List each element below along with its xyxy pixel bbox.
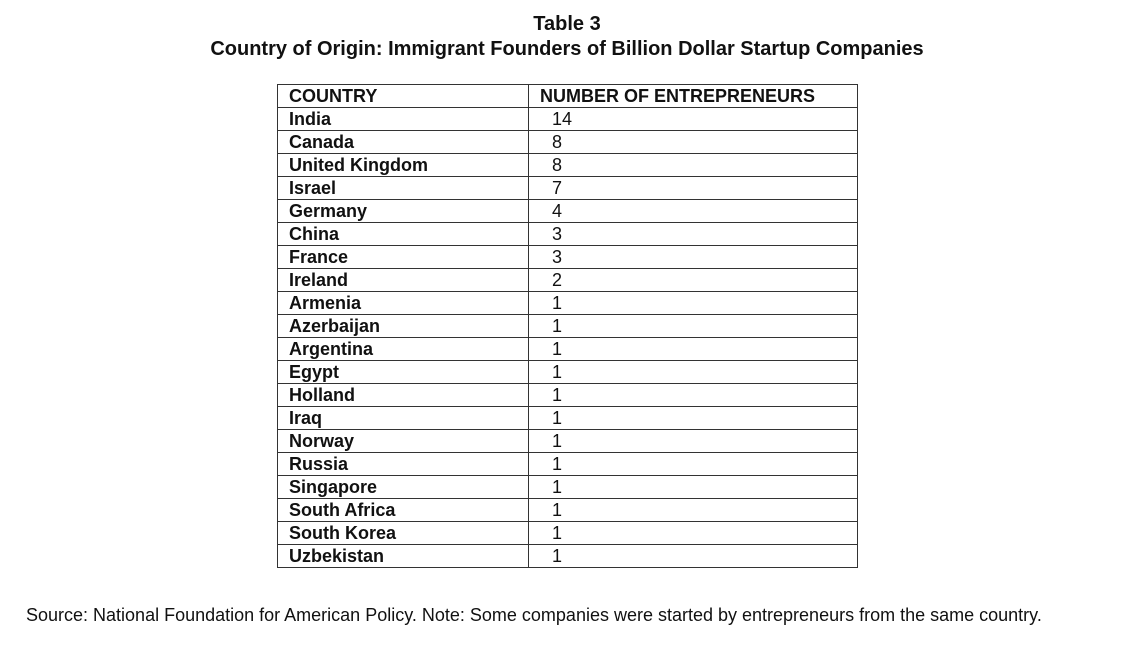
table-title: Country of Origin: Immigrant Founders of… xyxy=(210,38,924,60)
entrepreneur-count-cell: 1 xyxy=(528,498,858,522)
table-row: Germany 4 xyxy=(277,199,858,223)
table-row: Iraq 1 xyxy=(277,406,858,430)
table-row: Russia 1 xyxy=(277,452,858,476)
country-cell: Uzbekistan xyxy=(277,544,529,568)
table-number: Table 3 xyxy=(533,13,601,35)
country-cell: Ireland xyxy=(277,268,529,292)
entrepreneur-count-cell: 1 xyxy=(528,429,858,453)
entrepreneur-count-cell: 1 xyxy=(528,360,858,384)
table-row: Armenia 1 xyxy=(277,291,858,315)
country-cell: Egypt xyxy=(277,360,529,384)
table-row: United Kingdom 8 xyxy=(277,153,858,177)
entrepreneur-count-cell: 8 xyxy=(528,153,858,177)
table-row: South Korea 1 xyxy=(277,521,858,545)
entrepreneur-count-cell: 3 xyxy=(528,245,858,269)
table-row: Azerbaijan 1 xyxy=(277,314,858,338)
entrepreneur-count-cell: 14 xyxy=(528,107,858,131)
country-cell: Israel xyxy=(277,176,529,200)
entrepreneur-count-cell: 1 xyxy=(528,521,858,545)
table-row: China 3 xyxy=(277,222,858,246)
country-origin-table: COUNTRY NUMBER OF ENTREPRENEURS India 14 C… xyxy=(277,84,858,568)
entrepreneur-count-cell: 1 xyxy=(528,291,858,315)
country-cell: United Kingdom xyxy=(277,153,529,177)
table-row: Israel 7 xyxy=(277,176,858,200)
country-cell: Azerbaijan xyxy=(277,314,529,338)
table-header-row: COUNTRY NUMBER OF ENTREPRENEURS xyxy=(277,84,858,108)
table-row: Singapore 1 xyxy=(277,475,858,499)
country-cell: Holland xyxy=(277,383,529,407)
entrepreneur-count-cell: 1 xyxy=(528,544,858,568)
country-cell: Iraq xyxy=(277,406,529,430)
entrepreneur-count-cell: 8 xyxy=(528,130,858,154)
entrepreneur-count-cell: 1 xyxy=(528,383,858,407)
country-cell: India xyxy=(277,107,529,131)
entrepreneur-count-cell: 3 xyxy=(528,222,858,246)
table-container: COUNTRY NUMBER OF ENTREPRENEURS India 14 C… xyxy=(277,84,858,568)
country-cell: South Africa xyxy=(277,498,529,522)
entrepreneur-count-cell: 1 xyxy=(528,314,858,338)
table-row: South Africa 1 xyxy=(277,498,858,522)
table-row: Holland 1 xyxy=(277,383,858,407)
country-cell: Canada xyxy=(277,130,529,154)
table-row: Egypt 1 xyxy=(277,360,858,384)
entrepreneur-count-cell: 1 xyxy=(528,452,858,476)
entrepreneur-count-cell: 1 xyxy=(528,337,858,361)
source-note: Source: National Foundation for American… xyxy=(26,605,1042,625)
entrepreneur-count-cell: 7 xyxy=(528,176,858,200)
table-row: Norway 1 xyxy=(277,429,858,453)
country-cell: Armenia xyxy=(277,291,529,315)
column-header-country: COUNTRY xyxy=(277,84,529,108)
table-row: Canada 8 xyxy=(277,130,858,154)
country-cell: South Korea xyxy=(277,521,529,545)
country-cell: Argentina xyxy=(277,337,529,361)
entrepreneur-count-cell: 4 xyxy=(528,199,858,223)
entrepreneur-count-cell: 2 xyxy=(528,268,858,292)
title-block: Table 3 Country of Origin: Immigrant Fou… xyxy=(0,12,1134,62)
entrepreneur-count-cell: 1 xyxy=(528,475,858,499)
country-cell: Russia xyxy=(277,452,529,476)
entrepreneur-count-cell: 1 xyxy=(528,406,858,430)
column-header-entrepreneurs: NUMBER OF ENTREPRENEURS xyxy=(528,84,858,108)
country-cell: Singapore xyxy=(277,475,529,499)
table-row: Uzbekistan 1 xyxy=(277,544,858,568)
table-row: India 14 xyxy=(277,107,858,131)
country-cell: France xyxy=(277,245,529,269)
table-row: Ireland 2 xyxy=(277,268,858,292)
table-row: Argentina 1 xyxy=(277,337,858,361)
table-body: India 14 Canada 8 United Kingdom 8 Israel 7 Germ… xyxy=(277,107,858,568)
country-cell: Norway xyxy=(277,429,529,453)
country-cell: China xyxy=(277,222,529,246)
table-row: France 3 xyxy=(277,245,858,269)
country-cell: Germany xyxy=(277,199,529,223)
